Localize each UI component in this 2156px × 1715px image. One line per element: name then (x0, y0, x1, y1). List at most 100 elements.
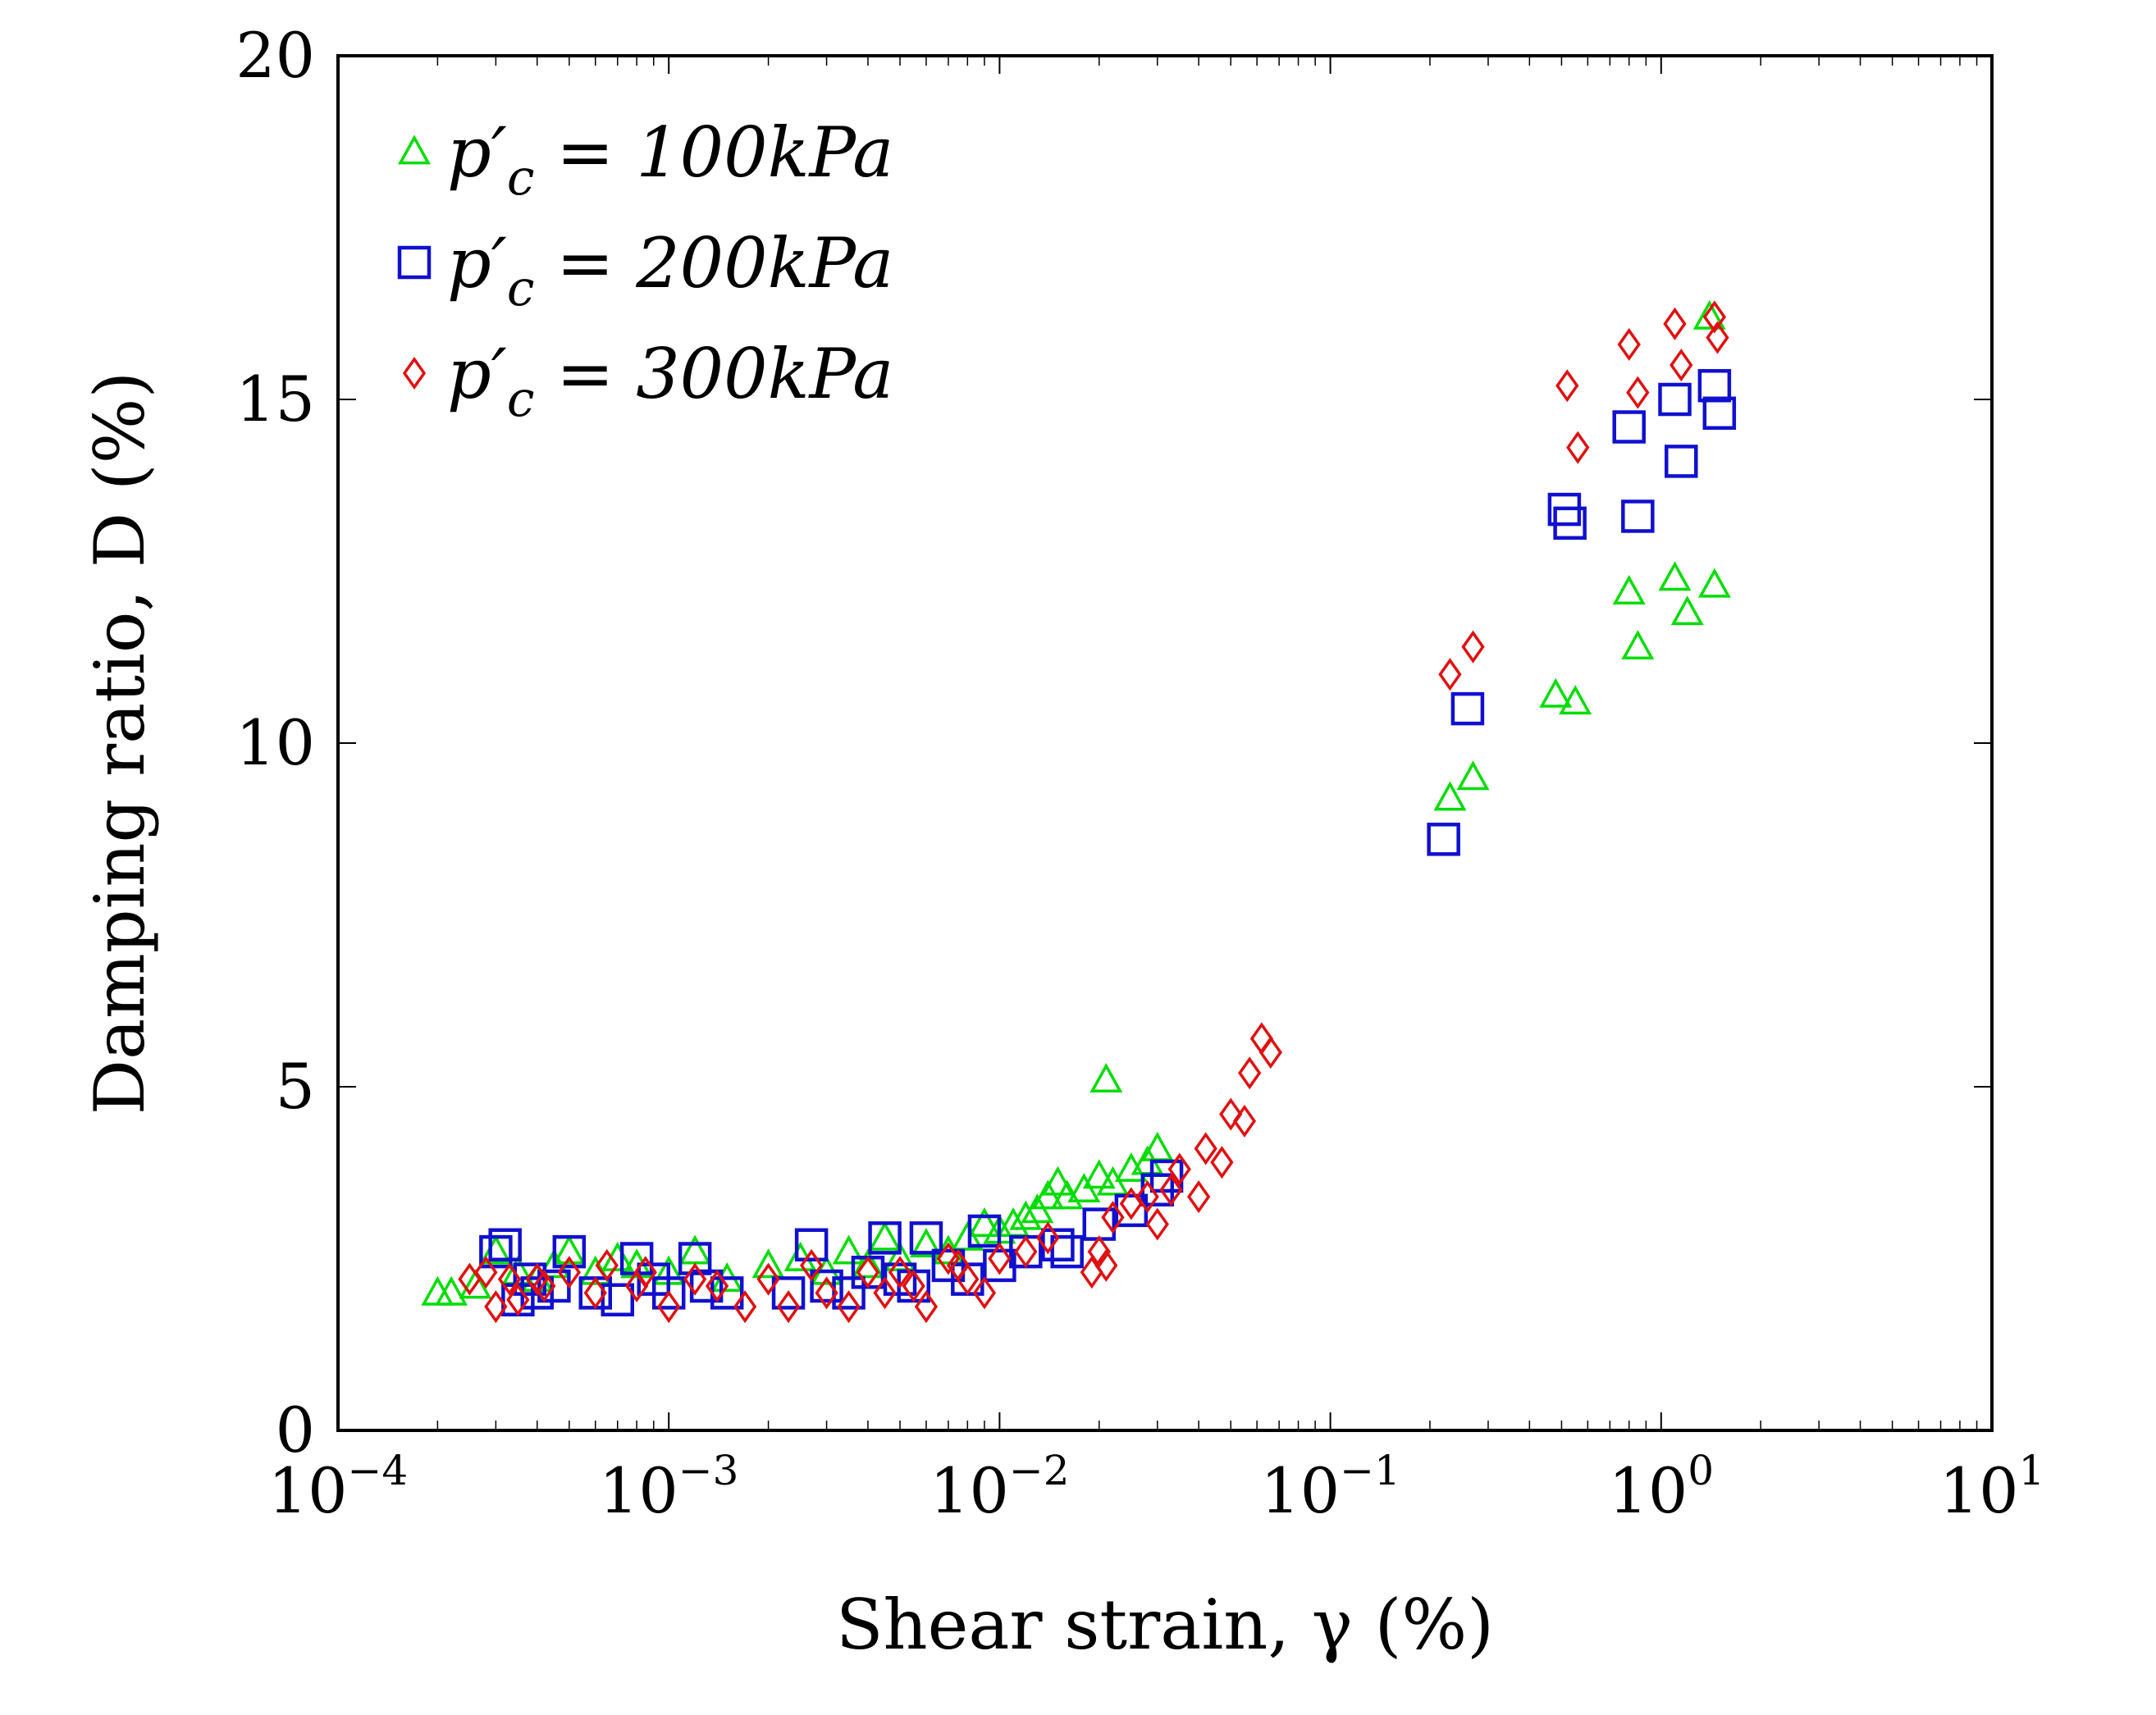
data-point (1219, 1097, 1243, 1131)
data-point (837, 1290, 861, 1324)
data-point (794, 1228, 829, 1261)
data-point (1433, 781, 1467, 811)
data-point (1258, 1036, 1282, 1070)
data-point (1692, 299, 1726, 330)
x-tick-label: 10−4 (268, 1447, 408, 1527)
data-point (474, 1256, 498, 1289)
data-point (1009, 1200, 1043, 1230)
data-point (776, 1290, 801, 1324)
data-point (810, 1269, 843, 1303)
data-point (1036, 1221, 1060, 1255)
legend: p′c = 100kPa p′c = 200kPa p′c = 300kPa (397, 112, 893, 428)
data-point (1238, 1056, 1262, 1090)
data-point (1210, 1146, 1234, 1179)
y-tick-label: 20 (235, 19, 315, 92)
data-point (832, 1276, 866, 1310)
data-point (868, 1220, 902, 1251)
data-point (1697, 368, 1732, 403)
data-point (1658, 382, 1692, 417)
data-point (972, 1276, 997, 1310)
data-point (771, 1276, 806, 1310)
data-point (1702, 300, 1727, 334)
data-point (678, 1242, 712, 1275)
data-point (1149, 1159, 1184, 1193)
data-point (909, 1228, 943, 1258)
data-point (1665, 445, 1698, 478)
data-point (657, 1290, 681, 1324)
data-point (435, 1275, 468, 1306)
x-tick-label: 101 (1939, 1447, 2045, 1527)
data-point (873, 1276, 897, 1310)
data-point (1626, 376, 1650, 409)
data-point (552, 1234, 587, 1269)
data-point (815, 1276, 838, 1310)
data-point (1559, 685, 1592, 715)
x-tick-label: 10−1 (1260, 1447, 1400, 1527)
y-tick-label: 5 (276, 1050, 315, 1123)
data-point (651, 1276, 686, 1310)
data-point (1461, 630, 1485, 664)
data-point (1167, 1152, 1191, 1186)
data-point (1612, 575, 1646, 604)
y-tick-label: 0 (276, 1393, 315, 1466)
data-point (1082, 1159, 1116, 1189)
legend-marker (402, 356, 427, 390)
data-point (1566, 431, 1590, 464)
y-tick-label: 15 (235, 363, 315, 436)
data-point (967, 1214, 1002, 1248)
data-point (1187, 1180, 1211, 1214)
data-point (1658, 561, 1692, 591)
data-point (1087, 1235, 1111, 1269)
x-tick-label: 10−3 (599, 1447, 738, 1527)
data-point (484, 1290, 508, 1324)
data-point (1612, 410, 1646, 444)
data-point (1670, 349, 1693, 382)
data-point (552, 1234, 586, 1265)
data-point (1094, 1248, 1118, 1282)
data-point (1427, 823, 1460, 856)
data-point (1159, 1173, 1183, 1206)
data-point (595, 1248, 619, 1282)
data-point (851, 1248, 884, 1279)
data-point (459, 1269, 492, 1299)
data-point (1145, 1207, 1169, 1241)
data-point (967, 1206, 1001, 1237)
data-point (733, 1290, 757, 1324)
data-point (888, 1256, 912, 1289)
tick-labels: 10−4 10−3 10−2 10−1 100 101 0 5 10 15 20 (235, 19, 2044, 1527)
data-point (856, 1256, 880, 1289)
data-point (1697, 568, 1731, 598)
data-point (956, 1262, 980, 1296)
data-point (1456, 760, 1490, 791)
data-point (914, 1290, 939, 1324)
data-point (1702, 396, 1737, 431)
legend-label: p′c = 100kPa (447, 112, 893, 207)
data-point (1041, 1165, 1075, 1196)
data-point (1670, 595, 1704, 626)
data-point (705, 1269, 729, 1303)
x-tick-label: 10−2 (930, 1447, 1069, 1527)
data-point (1089, 1063, 1123, 1092)
data-point (756, 1262, 780, 1296)
data-point (1621, 630, 1655, 660)
data-point (868, 1221, 902, 1255)
data-point (1663, 307, 1687, 340)
data-point (1050, 1234, 1084, 1269)
data-point (683, 1262, 707, 1296)
data-point (1706, 321, 1729, 354)
plot-area (338, 56, 1992, 1430)
data-point (1617, 327, 1641, 361)
data-point (799, 1248, 824, 1282)
data-markers (421, 299, 1737, 1324)
data-point (1135, 1180, 1159, 1214)
data-point (1232, 1104, 1257, 1138)
data-point (1621, 499, 1655, 533)
plot-frame (336, 54, 1994, 1432)
data-point (1555, 369, 1579, 403)
data-point (532, 1269, 556, 1303)
data-point (909, 1221, 943, 1255)
data-point (832, 1234, 866, 1265)
legend-marker (398, 135, 431, 165)
data-point (488, 1228, 522, 1261)
